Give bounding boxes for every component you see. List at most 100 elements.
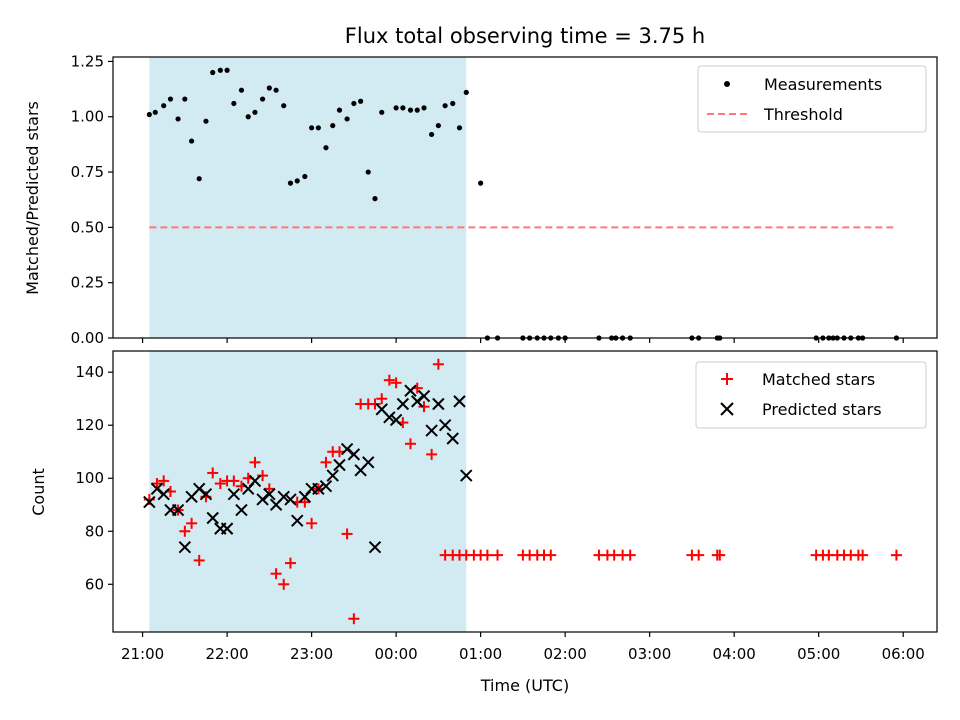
matched-star-point <box>693 549 705 561</box>
y-tick-label: 0.75 <box>71 163 104 181</box>
predicted-star-point <box>368 540 382 554</box>
measurement-point <box>414 107 420 113</box>
predicted-star-point <box>263 487 276 501</box>
matched-star-point <box>263 483 275 495</box>
predicted-star-point <box>235 503 248 517</box>
legend-matched-label: Matched stars <box>762 370 875 389</box>
matched-star-point <box>348 613 360 625</box>
predicted-star-point <box>192 482 206 496</box>
measurement-point <box>421 105 427 111</box>
matched-star-point <box>857 549 869 561</box>
measurement-point <box>175 116 181 122</box>
predicted-star-point <box>425 424 438 437</box>
matched-star-point <box>426 448 438 460</box>
predicted-star-point <box>206 511 219 525</box>
x-tick-label: 01:00 <box>459 645 502 663</box>
top-y-ticks: 0.00 0.25 0.50 0.75 1.00 1.25 <box>71 52 113 347</box>
measurement-points <box>146 67 900 341</box>
x-tick-label: 04:00 <box>713 645 756 663</box>
measurement-point <box>372 196 378 202</box>
predicted-star-point <box>389 413 403 427</box>
measurement-point <box>400 105 406 111</box>
measurement-point <box>231 100 237 107</box>
bottom-y-axis-label: Count <box>29 468 48 516</box>
measurement-point <box>217 67 223 73</box>
matched-star-point <box>383 374 395 386</box>
predicted-star-point <box>277 490 290 504</box>
measurement-point <box>330 122 336 129</box>
matched-star-point <box>228 475 240 487</box>
measurement-point <box>302 173 308 180</box>
legend-measurements-marker <box>724 81 730 87</box>
matched-star-point <box>299 496 311 508</box>
predicted-star-point <box>396 397 410 411</box>
measurement-point <box>266 85 272 91</box>
predicted-star-point <box>340 442 354 456</box>
measurement-point <box>365 169 371 175</box>
y-tick-label: 60 <box>85 575 104 593</box>
chart-title: Flux total observing time = 3.75 h <box>345 24 705 48</box>
bottom-axes-frame <box>112 350 938 633</box>
predicted-star-point <box>157 487 170 501</box>
measurement-point <box>435 122 441 129</box>
measurement-point <box>259 96 266 102</box>
predicted-star-point <box>432 397 445 411</box>
predicted-star-point <box>404 384 417 397</box>
matched-star-point <box>545 549 557 561</box>
measurement-point <box>196 176 202 182</box>
predicted-star-points <box>143 384 473 554</box>
predicted-star-point <box>171 503 185 517</box>
y-tick-label: 80 <box>85 522 104 540</box>
predicted-star-point <box>347 448 361 461</box>
matched-star-point <box>270 568 282 580</box>
matched-star-point <box>207 467 219 479</box>
measurement-point <box>182 96 188 102</box>
measurement-point <box>351 100 357 107</box>
measurement-point <box>344 116 350 122</box>
matched-star-point <box>481 549 493 561</box>
predicted-star-point <box>362 456 375 469</box>
matched-star-point <box>306 517 318 529</box>
y-tick-label: 1.00 <box>71 108 104 126</box>
y-tick-label: 0.00 <box>71 329 104 347</box>
predicted-star-point <box>383 411 396 424</box>
measurement-point <box>393 105 399 111</box>
bottom-y-ticks: 60 80 100 120 140 <box>75 363 113 593</box>
matched-star-point <box>390 377 402 389</box>
bottom-legend: Matched stars Predicted stars <box>695 361 927 429</box>
matched-star-point <box>890 549 902 561</box>
matched-star-point <box>193 554 205 566</box>
legend-threshold-label: Threshold <box>763 105 843 124</box>
predicted-star-point <box>284 493 297 506</box>
measurement-point <box>358 98 364 104</box>
matched-star-point <box>418 401 430 413</box>
predicted-star-point <box>333 458 346 472</box>
top-panel: 0.00 0.25 0.50 0.75 1.00 1.25 Matched/Predict… <box>23 52 938 347</box>
predicted-star-point <box>256 493 269 506</box>
measurement-point <box>442 103 448 109</box>
matched-star-point <box>624 549 636 561</box>
legend-matched-marker <box>721 373 733 385</box>
measurement-point <box>336 107 343 113</box>
top-shaded-region <box>149 57 467 338</box>
predicted-star-point <box>150 482 164 496</box>
measurement-point <box>287 180 294 186</box>
predicted-star-point <box>143 495 156 509</box>
matched-star-point <box>432 358 444 370</box>
matched-star-point <box>278 578 290 590</box>
y-tick-label: 140 <box>75 363 104 381</box>
measurement-point <box>478 180 484 186</box>
measurement-point <box>450 100 456 107</box>
measurement-point <box>224 67 230 73</box>
x-tick-label: 22:00 <box>205 645 248 663</box>
measurement-point <box>146 111 152 118</box>
predicted-star-point <box>312 482 325 496</box>
measurement-point <box>245 114 251 120</box>
predicted-star-point <box>446 432 459 445</box>
top-axes-frame <box>112 56 938 339</box>
top-x-ticks <box>141 338 904 343</box>
predicted-star-point <box>319 479 333 493</box>
predicted-star-point <box>460 469 473 482</box>
measurement-point <box>238 87 245 93</box>
